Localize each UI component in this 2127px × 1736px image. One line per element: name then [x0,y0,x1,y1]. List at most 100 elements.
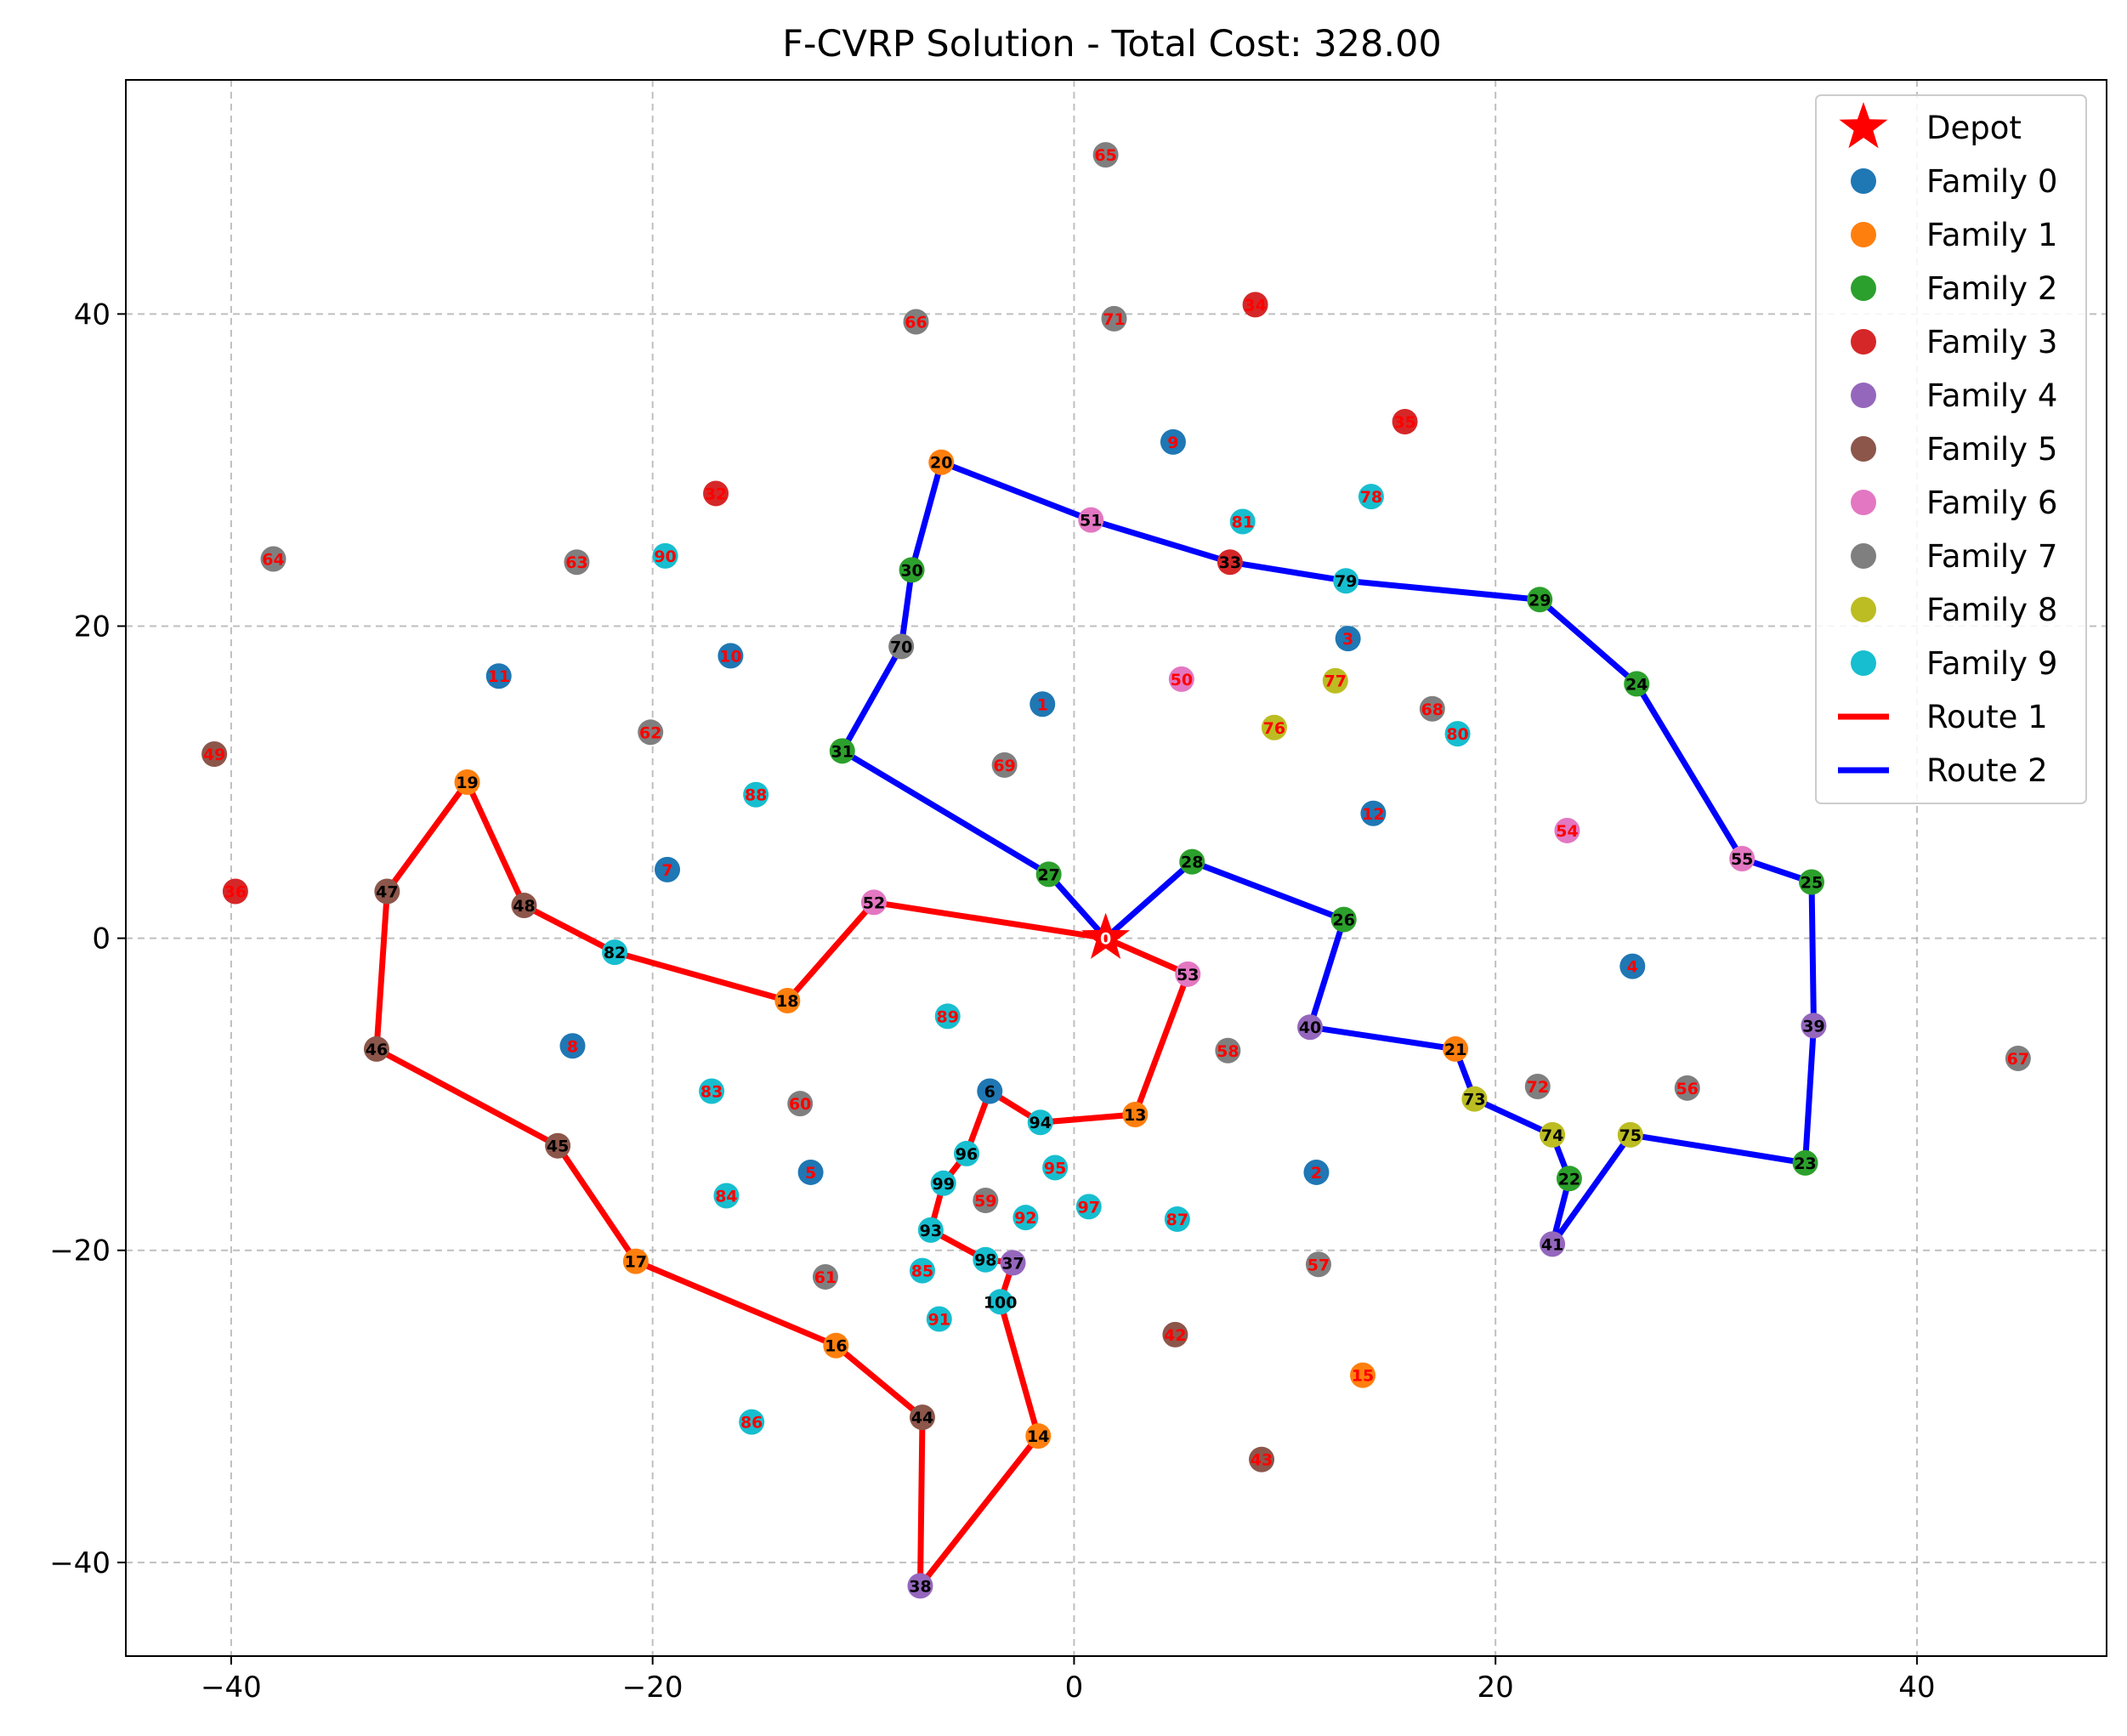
point-label: 47 [376,883,398,902]
legend-marker [1851,329,1876,355]
point-label: 6 [984,1082,995,1101]
customer-point [1792,1149,1818,1176]
point-label: 16 [825,1337,847,1356]
y-tick-label: −20 [49,1234,111,1268]
point-label: 69 [993,757,1015,775]
point-label: 59 [974,1192,996,1211]
customer-point [743,781,769,808]
customer-point [917,1217,944,1243]
point-label: 36 [224,883,247,902]
customer-point [1297,1014,1324,1041]
point-label: 7 [661,861,672,880]
point-label: 84 [715,1187,737,1206]
customer-point [1261,714,1287,740]
point-label: 90 [654,547,676,566]
point-label: 77 [1324,672,1347,691]
customer-point [1042,1154,1069,1181]
customer-point [812,1263,838,1290]
legend-marker [1851,275,1876,301]
x-tick-label: 0 [1065,1671,1084,1705]
point-label: 23 [1794,1154,1816,1173]
point-label: 32 [705,485,727,503]
x-tick-label: 20 [1478,1671,1514,1705]
customer-point [1444,721,1471,747]
legend-marker [1851,222,1876,247]
customer-point [860,889,887,916]
point-label: 14 [1027,1427,1049,1446]
customer-point [2005,1045,2031,1071]
point-label: 44 [911,1409,933,1427]
point-label: 40 [1299,1018,1321,1037]
point-label: 19 [456,774,478,792]
point-label: 28 [1181,854,1203,872]
point-label: 55 [1731,850,1753,869]
point-label: 99 [933,1175,955,1194]
point-label: 66 [905,314,927,332]
customer-point [1419,695,1445,722]
customer-point [1229,508,1256,535]
legend-label: Family 6 [1926,485,2057,521]
customer-point [1624,671,1650,697]
legend-label: Family 3 [1926,324,2057,360]
customer-point [1619,953,1646,979]
customer-point [926,1306,952,1332]
customer-point [1168,666,1194,692]
point-label: 50 [1171,671,1193,689]
customer-point [1035,861,1062,888]
point-label: 46 [366,1041,388,1059]
customer-point [909,1404,935,1431]
point-label: 29 [1529,591,1551,610]
point-label: 20 [930,454,952,473]
customer-point [1524,1073,1551,1099]
point-label: 82 [604,944,626,962]
point-label: 60 [789,1095,811,1114]
point-label: 31 [831,742,854,761]
point-label: 17 [625,1253,647,1272]
customer-point [823,1332,849,1359]
point-label: 51 [1080,512,1102,530]
customer-point [652,542,678,569]
customer-point [713,1183,740,1209]
point-label: 74 [1541,1126,1563,1145]
point-label: 9 [1167,434,1178,452]
point-label: 57 [1307,1256,1330,1274]
customer-point [1392,409,1418,435]
legend-marker [1851,383,1876,408]
point-label: 85 [911,1262,933,1281]
customer-point [1674,1075,1700,1101]
point-label: 2 [1311,1164,1322,1183]
point-label: 81 [1231,513,1253,531]
customer-point [1617,1121,1643,1148]
point-label: 27 [1037,865,1059,884]
y-tick-label: 20 [74,610,111,644]
customer-point [1527,587,1553,613]
customer-point [1075,1194,1102,1220]
x-tick-label: −40 [201,1671,262,1705]
customer-point [1215,1037,1241,1064]
point-label: 42 [1164,1326,1186,1345]
customer-point [1333,568,1359,594]
point-label: 53 [1177,966,1199,984]
y-tick-label: 0 [92,922,111,956]
point-label: 5 [805,1164,816,1183]
x-tick-label: 40 [1898,1671,1935,1705]
customer-point [1092,142,1119,168]
customer-point [1540,1231,1566,1257]
customer-point [954,1140,980,1166]
legend-label: Family 0 [1926,163,2057,200]
customer-point [1729,845,1755,871]
customer-point [973,1187,999,1213]
customer-point [1242,292,1268,318]
point-label: 65 [1094,146,1116,165]
y-tick-label: 40 [74,298,111,332]
x-tick-label: −20 [622,1671,683,1705]
customer-point [888,633,915,660]
customer-point [1101,305,1127,332]
point-label: 96 [956,1145,978,1164]
legend-label: Family 5 [1926,431,2057,468]
customer-point [797,1159,824,1185]
customer-point [545,1132,571,1159]
point-label: 73 [1463,1091,1485,1109]
